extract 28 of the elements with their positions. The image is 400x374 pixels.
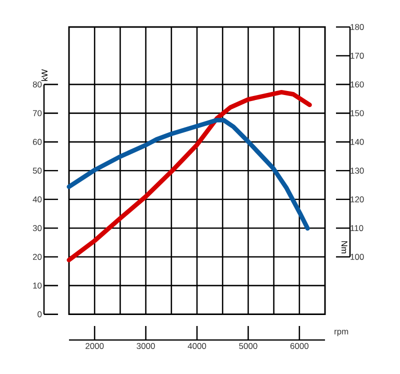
y2-tick-label: 110 bbox=[350, 225, 364, 232]
x-tick-label: 3000 bbox=[136, 343, 155, 350]
x-tick-label: 2000 bbox=[86, 343, 104, 350]
y2-tick-label: 100 bbox=[350, 254, 364, 260]
y-tick-label: 70 bbox=[32, 110, 42, 116]
y-tick-label: 30 bbox=[32, 225, 42, 232]
y-tick-label: 20 bbox=[32, 254, 42, 260]
line-series bbox=[66, 118, 310, 231]
y2-tick-label: 120 bbox=[350, 196, 364, 202]
y2-axis-title: Nm bbox=[341, 241, 348, 254]
y-tick-label: 50 bbox=[32, 168, 42, 174]
x-tick-label: 4000 bbox=[188, 343, 206, 350]
y2-tick-label: 160 bbox=[350, 81, 364, 88]
line-series bbox=[66, 90, 312, 262]
y2-tick-label: 180 bbox=[350, 24, 364, 30]
y2-tick-label: 140 bbox=[350, 138, 364, 145]
y-tick-label: 60 bbox=[32, 138, 42, 145]
y2-tick-label: 130 bbox=[350, 168, 364, 174]
y-axis-title: kW bbox=[41, 69, 48, 81]
y-tick-label: 40 bbox=[32, 196, 42, 202]
y2-tick-label: 170 bbox=[350, 52, 364, 59]
x-axis-title: rpm bbox=[334, 330, 348, 336]
x-tick-label: 6000 bbox=[290, 343, 308, 350]
y-tick-label: 10 bbox=[33, 282, 42, 289]
x-tick-label: 5000 bbox=[239, 343, 258, 350]
y2-tick-label: 150 bbox=[350, 110, 364, 116]
y-tick-label: 80 bbox=[32, 81, 42, 88]
y-tick-label: 0 bbox=[38, 311, 42, 318]
